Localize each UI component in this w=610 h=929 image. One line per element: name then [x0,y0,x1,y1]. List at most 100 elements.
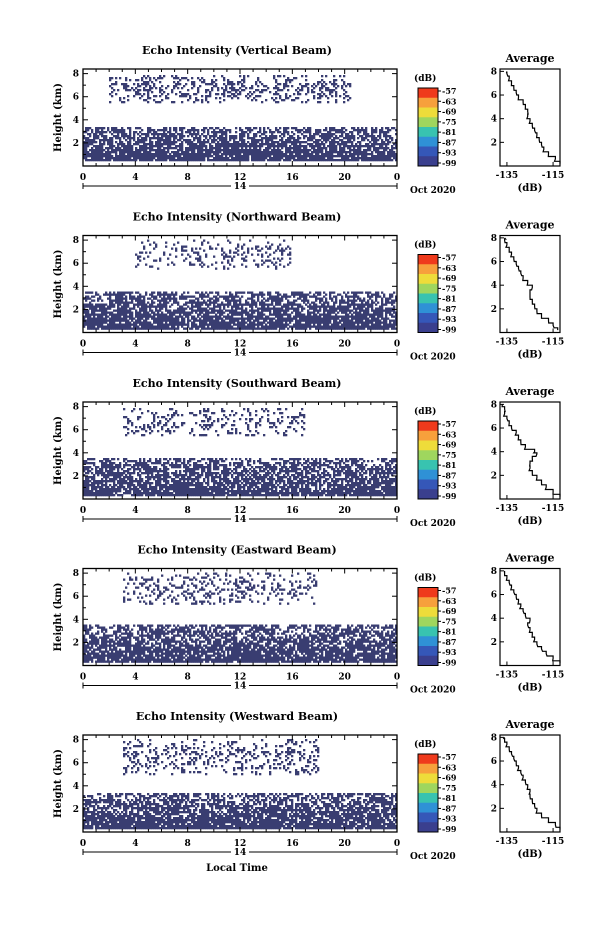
echo-cell [99,151,102,154]
echo-cell [215,267,218,270]
echo-cell [161,93,164,96]
echo-cell [163,139,166,142]
echo-cell [271,323,274,326]
echo-cell [293,133,296,136]
echo-cell [267,139,270,142]
echo-cell [349,323,352,326]
echo-cell [355,309,358,312]
echo-cell [185,301,188,304]
echo-cell [201,303,204,306]
echo-cell [221,87,224,90]
echo-cell [239,143,242,146]
echo-cell [139,297,142,300]
echo-cell [293,139,296,142]
echo-cell [243,139,246,142]
echo-cell [199,247,202,250]
echo-cell [341,143,344,146]
echo-cell [157,147,160,150]
echo-cell [107,323,110,326]
echo-cell [333,159,336,162]
echo-cell [311,321,314,324]
echo-cell [177,325,180,328]
echo-cell [339,95,342,98]
echo-cell [115,135,118,138]
echo-cell [101,133,104,136]
echo-cell [199,135,202,138]
echo-cell [113,149,116,152]
echo-cell [261,139,264,142]
echo-cell [131,153,134,156]
echo-cell [121,293,124,296]
echo-cell [149,141,152,144]
echo-cell [275,327,278,330]
echo-cell [353,317,356,320]
echo-cell [97,325,100,328]
echo-cell [235,305,238,308]
echo-cell [373,159,376,162]
echo-cell [393,291,396,294]
echo-cell [105,313,108,316]
echo-cell [273,307,276,310]
echo-cell [343,131,346,134]
echo-cell [349,299,352,302]
echo-cell [293,291,296,294]
echo-cell [171,297,174,300]
echo-cell [165,325,168,328]
echo-cell [353,159,356,162]
echo-cell [87,155,90,158]
echo-cell [151,155,154,158]
echo-cell [383,151,386,154]
echo-cell [153,291,156,294]
echo-cell [287,307,290,310]
echo-cell [249,313,252,316]
echo-cell [305,327,308,330]
echo-cell [299,159,302,162]
echo-cell [301,145,304,148]
echo-cell [315,153,318,156]
echo-cell [91,153,94,156]
echo-cell [223,141,226,144]
echo-cell [197,257,200,260]
echo-cell [139,255,142,258]
echo-cell [217,297,220,300]
echo-cell [263,303,266,306]
echo-cell [247,145,250,148]
echo-cell [129,127,132,130]
echo-cell [293,143,296,146]
echo-cell [151,317,154,320]
echo-cell [243,75,246,78]
echo-cell [293,99,296,102]
echo-cell [311,307,314,310]
echo-cell [229,241,232,244]
echo-cell [321,155,324,158]
echo-cell [87,151,90,154]
echo-cell [379,309,382,312]
echo-cell [139,313,142,316]
echo-cell [295,127,298,130]
echo-cell [145,311,148,314]
echo-cell [177,87,180,90]
echo-cell [315,303,318,306]
echo-cell [277,153,280,156]
echo-cell [249,317,252,320]
echo-cell [273,153,276,156]
echo-cell [177,309,180,312]
echo-cell [161,159,164,162]
echo-cell [213,303,216,306]
echo-cell [191,149,194,152]
echo-cell [223,251,226,254]
echo-cell [319,129,322,132]
echo-cell [301,85,304,88]
echo-cell [359,297,362,300]
echo-cell [271,135,274,138]
echo-cell [155,321,158,324]
echo-cell [169,135,172,138]
echo-cell [157,309,160,312]
echo-cell [143,157,146,160]
echo-cell [209,93,212,96]
echo-cell [89,139,92,142]
echo-cell [105,291,108,294]
echo-cell [155,305,158,308]
echo-cell [357,319,360,322]
echo-cell [121,141,124,144]
